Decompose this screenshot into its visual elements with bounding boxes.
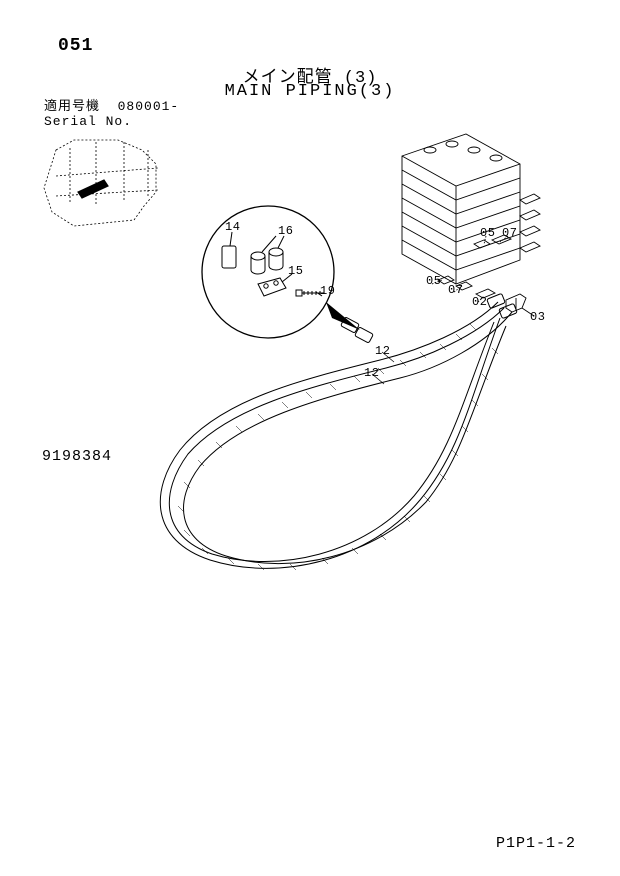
locator-marker [78, 180, 108, 198]
page-number: 051 [58, 36, 93, 56]
detail-contents [222, 232, 324, 296]
callout-05a: 05 [480, 226, 495, 240]
hoses [160, 293, 517, 568]
locator-sketch [44, 140, 158, 226]
footer-code: P1P1-1-2 [496, 835, 576, 852]
serial-block: 適用号機 080001- Serial No. [44, 99, 179, 129]
callout-05b: 05 [426, 274, 441, 288]
callout-07b: 07 [448, 283, 463, 297]
serial-label-jp: 適用号機 [44, 99, 100, 114]
callout-12a: 12 [375, 344, 390, 358]
callout-14: 14 [225, 220, 240, 234]
callout-07a: 07 [502, 226, 517, 240]
valve-block [402, 134, 540, 284]
hose-braiding [178, 324, 498, 570]
callout-02: 02 [472, 295, 487, 309]
part-number: 9198384 [42, 448, 112, 465]
callout-15: 15 [288, 264, 303, 278]
serial-label-en: Serial No. [44, 114, 132, 129]
callout-16: 16 [278, 224, 293, 238]
diagram-svg [0, 0, 620, 876]
detail-pointer [326, 302, 360, 330]
serial-value: 080001- [118, 99, 180, 114]
detail-circle [202, 206, 334, 338]
callout-12b: 12 [364, 366, 379, 380]
callout-19: 19 [320, 284, 335, 298]
callout-03: 03 [530, 310, 545, 324]
